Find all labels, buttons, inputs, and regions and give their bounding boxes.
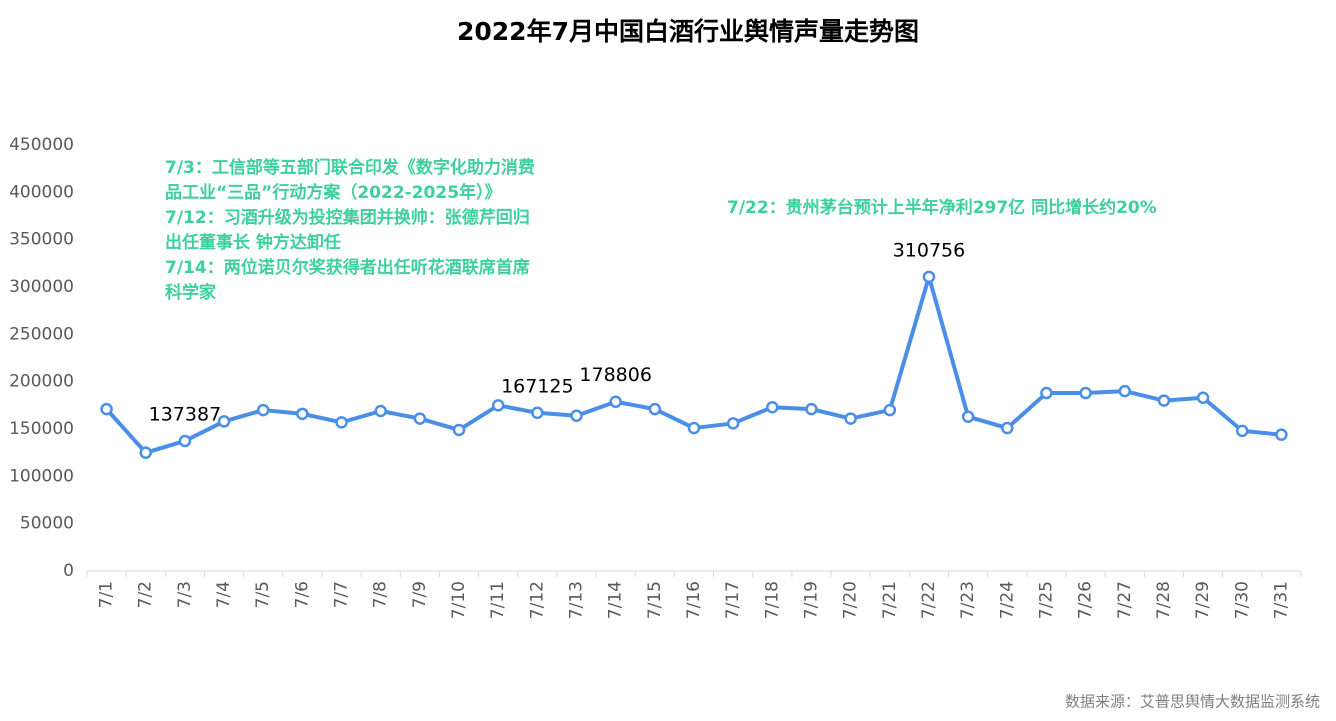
marker — [844, 412, 857, 425]
x-tick-label: 7/6 — [292, 581, 312, 608]
marker — [452, 423, 466, 437]
x-tick-label: 7/11 — [488, 581, 508, 619]
y-tick-label: 200000 — [9, 372, 74, 392]
x-tick-label: 7/29 — [1193, 581, 1213, 619]
x-tick-label: 7/19 — [801, 581, 821, 619]
x-tick-label: 7/26 — [1076, 581, 1096, 619]
x-tick-label: 7/22 — [919, 581, 939, 619]
x-tick-label: 7/3 — [175, 581, 195, 608]
annotation: 科学家 — [165, 282, 216, 303]
x-tick-label: 7/31 — [1271, 581, 1291, 619]
y-tick-label: 100000 — [9, 466, 74, 486]
marker — [1236, 424, 1249, 438]
x-tick-label: 7/28 — [1154, 581, 1174, 619]
y-tick-label: 0 — [63, 561, 74, 581]
marker — [766, 400, 779, 414]
source: 数据来源：艾普思舆情大数据监测系统 — [1065, 693, 1320, 711]
x-tick-label: 7/12 — [527, 581, 547, 619]
x-tick-label: 7/16 — [684, 581, 704, 619]
marker — [531, 406, 544, 420]
marker — [687, 421, 701, 435]
marker — [1001, 421, 1014, 435]
marker — [335, 416, 348, 429]
x-tick-label: 7/1 — [97, 581, 117, 608]
chart-title: 2022年7月中国白酒行业舆情声量走势图 — [457, 17, 919, 46]
marker — [648, 402, 662, 416]
marker — [1196, 391, 1210, 405]
x-tick-label: 7/20 — [841, 581, 861, 619]
y-tick-label: 50000 — [20, 514, 74, 534]
annotation: 出任董事长 钟方达卸任 — [165, 232, 341, 253]
x-tick-label: 7/27 — [1115, 581, 1135, 619]
x-tick-label: 7/23 — [958, 581, 978, 619]
x-tick-label: 7/4 — [214, 581, 234, 608]
marker — [1118, 384, 1132, 398]
x-tick-label: 7/17 — [723, 581, 743, 619]
y-tick-label: 150000 — [9, 419, 74, 439]
marker — [178, 434, 192, 448]
annotation: 7/14：两位诺贝尔奖获得者出任听花酒联席首席 — [165, 257, 530, 278]
x-tick-label: 7/18 — [762, 581, 782, 619]
y-tick-label: 450000 — [9, 135, 74, 155]
x-tick-label: 7/24 — [997, 581, 1017, 619]
annotation: 7/3：工信部等五部门联合印发《数字化助力消费 — [165, 157, 535, 178]
marker — [413, 412, 427, 425]
x-tick-label: 7/10 — [449, 581, 469, 619]
marker — [570, 409, 583, 422]
x-tick-label: 7/7 — [332, 581, 352, 608]
data-label: 167125 — [501, 375, 574, 397]
data-label: 137387 — [149, 403, 222, 425]
y-tick-label: 250000 — [9, 324, 74, 344]
x-tick-label: 7/8 — [371, 581, 391, 608]
marker — [1079, 386, 1092, 400]
marker — [139, 446, 152, 459]
marker — [1157, 394, 1171, 407]
marker — [256, 403, 270, 417]
x-tick-label: 7/25 — [1036, 581, 1056, 619]
marker — [1275, 428, 1288, 441]
marker — [100, 402, 113, 416]
marker — [217, 415, 231, 428]
marker — [961, 410, 975, 423]
marker — [1040, 386, 1053, 400]
marker — [883, 403, 897, 417]
x-tick-label: 7/5 — [253, 581, 273, 608]
marker — [374, 404, 387, 418]
marker — [609, 395, 622, 408]
marker — [491, 399, 505, 412]
marker — [805, 402, 818, 416]
y-tick-label: 300000 — [9, 277, 74, 297]
y-tick-label: 350000 — [9, 230, 74, 250]
annotation: 7/22：贵州茅台预计上半年净利297亿 同比增长约20% — [727, 197, 1157, 218]
data-label: 310756 — [893, 239, 966, 261]
annotation: 7/12：习酒升级为投控集团并换帅：张德芹回归 — [165, 207, 530, 228]
annotation: 品工业“三品”行动方案（2022-2025年）》 — [165, 182, 502, 203]
x-tick-label: 7/30 — [1232, 581, 1252, 619]
y-tick-label: 400000 — [9, 182, 74, 202]
marker — [922, 270, 936, 284]
x-tick-label: 7/14 — [606, 581, 626, 619]
x-tick-label: 7/2 — [136, 581, 156, 608]
x-tick-label: 7/9 — [410, 581, 430, 608]
x-tick-label: 7/21 — [880, 581, 900, 619]
x-tick-label: 7/13 — [567, 581, 587, 619]
data-label: 178806 — [579, 364, 652, 386]
marker — [296, 407, 309, 421]
x-tick-label: 7/15 — [645, 581, 665, 619]
marker — [726, 417, 740, 430]
